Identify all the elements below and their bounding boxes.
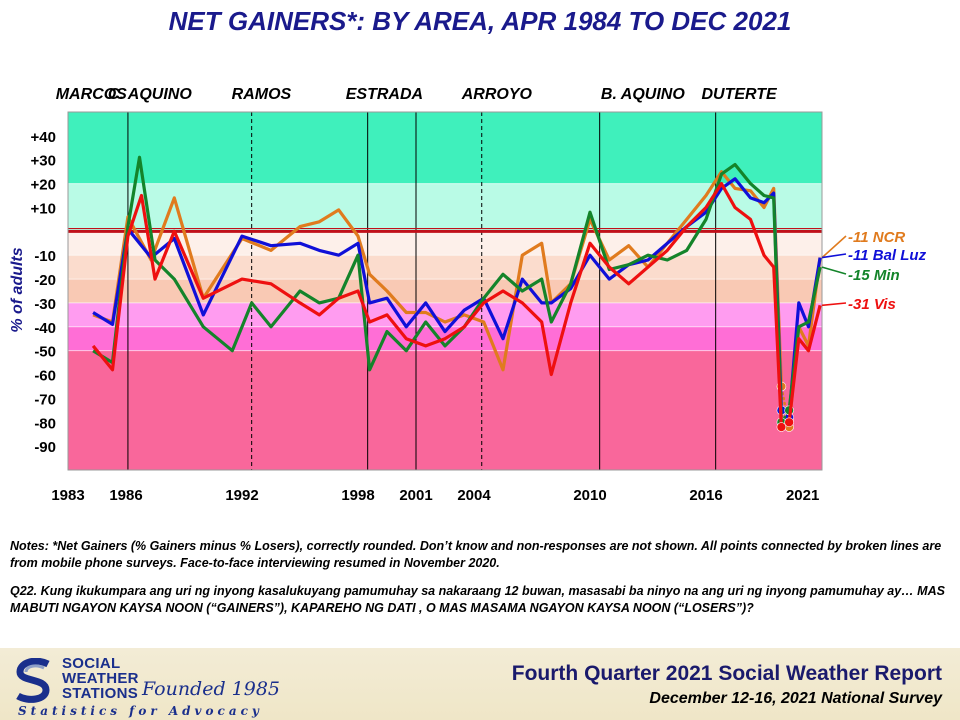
question-text: Q22. Kung ikukumpara ang uri ng inyong k… <box>10 584 945 615</box>
y-tick-label: -40 <box>34 320 56 337</box>
org-name-line3: STATIONS <box>62 685 139 702</box>
y-tick-label: +20 <box>31 177 56 194</box>
y-tick-label: -20 <box>34 272 56 289</box>
admin-label-4: ARROYO <box>461 86 532 103</box>
line-chart: -11 NCR-11 Bal Luz -15 Min -31 Vis +40 +30 +2… <box>9 111 927 504</box>
y-tick-label: -60 <box>34 368 56 385</box>
y-tick-label: -70 <box>34 391 56 408</box>
band-7 <box>68 350 822 470</box>
org-name: SOCIAL WEATHER STATIONS <box>62 656 139 701</box>
series-end-label-1: -11 Bal Luz <box>848 247 927 264</box>
admin-label-1: C. AQUINO <box>107 86 192 103</box>
series-label-pointer-0 <box>821 235 847 259</box>
sws-logo-icon <box>16 658 50 703</box>
series-line-vis <box>91 182 783 428</box>
footer: SOCIAL WEATHER STATIONS Founded 1985 Sta… <box>0 648 960 720</box>
survey-dates: December 12-16, 2021 National Survey <box>649 690 942 707</box>
y-tick-label: +40 <box>31 129 56 146</box>
y-tick-label: +10 <box>31 200 56 217</box>
y-tick-label: -80 <box>34 415 56 432</box>
series-label-pointer-2 <box>821 266 847 275</box>
x-tick-label: 2004 <box>457 487 491 504</box>
x-tick-label: 1992 <box>225 487 258 504</box>
admin-label-3: ESTRADA <box>345 86 424 103</box>
chart-title: NET GAINERS*: BY AREA, APR 1984 TO DEC 2… <box>168 6 792 36</box>
admin-label-0: MARCOS <box>55 86 127 103</box>
band-4 <box>68 279 822 303</box>
series-end-label-3: -31 Vis <box>848 296 896 313</box>
admin-label-6: DUTERTE <box>701 86 777 103</box>
x-tick-label: 2010 <box>573 487 606 504</box>
series-point-3-37 <box>776 422 787 432</box>
org-name-line2: WEATHER <box>62 670 139 687</box>
founded-text: Founded 1985 <box>142 678 281 700</box>
y-tick-label: -30 <box>34 296 56 313</box>
org-name-line1: SOCIAL <box>62 655 121 672</box>
report-title: Fourth Quarter 2021 Social Weather Repor… <box>511 662 942 685</box>
series-point-3-38 <box>784 417 794 428</box>
series-end-label-0: -11 NCR <box>848 229 905 246</box>
x-tick-label: 2021 <box>786 487 819 504</box>
series-label-pointer-3 <box>821 302 847 307</box>
series-recent-line-3 <box>787 304 822 423</box>
y-tick-label: -90 <box>34 439 56 456</box>
x-tick-label: 1983 <box>51 487 84 504</box>
series-end-label-2: -15 Min <box>848 267 900 284</box>
y-axis-label: % of adults <box>9 247 26 332</box>
y-tick-label: -50 <box>34 344 56 361</box>
x-tick-label: 1998 <box>341 487 374 504</box>
x-tick-label: 2001 <box>399 487 432 504</box>
admin-label-2: RAMOS <box>231 86 292 103</box>
x-tick-label: 1986 <box>109 487 142 504</box>
x-tick-label: 2016 <box>689 487 722 504</box>
tagline: Statistics for Advocacy <box>18 704 263 718</box>
notes-text: Notes: *Net Gainers (% Gainers minus % L… <box>10 539 942 570</box>
admin-label-5: B. AQUINO <box>600 86 685 103</box>
band-0 <box>68 112 822 184</box>
series-label-pointer-1 <box>821 253 847 259</box>
y-tick-label: -10 <box>34 248 56 265</box>
y-tick-label: +30 <box>31 153 56 170</box>
plot-frame <box>67 111 823 471</box>
